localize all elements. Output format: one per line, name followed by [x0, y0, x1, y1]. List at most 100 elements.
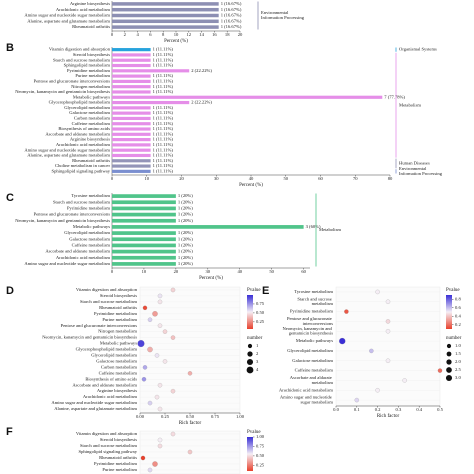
bubble [187, 449, 193, 455]
category-label: Pyrimidine metabolism [67, 205, 110, 210]
bubble [437, 368, 443, 373]
category-label: Pentose and glucuronate interconversions [287, 316, 333, 326]
panel-label: D [6, 285, 14, 297]
category-label: Glycerolipid metabolism [287, 348, 333, 353]
label-line: Amino sugar and nucleotide [280, 395, 333, 400]
size-key [246, 366, 254, 374]
label-line: Ascorbate and aldarate [290, 375, 333, 380]
bubble [375, 388, 380, 393]
colorbar-label: 0.75 [256, 301, 265, 306]
category-label: Vitamin digestion and absorption [76, 431, 138, 436]
value-label: 1 (16.67%) [221, 1, 242, 6]
size-key [446, 367, 452, 373]
size-label: 2 [256, 351, 259, 356]
bar [112, 100, 190, 105]
x-tick-label: 80 [388, 176, 393, 181]
legend-title: Pvalue [247, 288, 261, 293]
x-tick-label: 20 [179, 176, 184, 181]
x-tick-label: 50 [283, 176, 288, 181]
x-tick-label: 30 [214, 176, 219, 181]
bar [112, 19, 219, 24]
bar [112, 58, 151, 62]
category-label: Pentose and glucuronate interconversions [34, 78, 111, 83]
value-label: 1 (20%) [178, 199, 193, 204]
value-label: 1 (11.11%) [153, 153, 174, 158]
x-tick-label: 0.0 [333, 407, 339, 412]
bar [112, 225, 304, 229]
bar [112, 164, 151, 168]
value-label: 1 (20%) [178, 242, 193, 247]
value-label: 1 (11.11%) [153, 121, 174, 126]
bubble [154, 394, 160, 400]
category-label: Steroid biosynthesis [100, 293, 137, 298]
bar [112, 13, 219, 18]
bar [112, 69, 190, 73]
x-tick-label: 50 [269, 269, 274, 274]
panel-label: C [6, 192, 14, 204]
bar [112, 194, 176, 198]
value-label: 1 (11.11%) [153, 116, 174, 121]
bar [112, 212, 176, 217]
value-label: 1 (20%) [178, 205, 193, 210]
value-label: 1 (11.11%) [153, 89, 174, 94]
category-label: Starch and sucrose metabolism [53, 57, 110, 62]
category-label: Galactose metabolism [96, 358, 137, 363]
category-label: Purine metabolism [102, 467, 137, 472]
size-label: 2.5 [455, 367, 461, 372]
label-line: Environmental [399, 166, 427, 171]
value-label: 7 (77.78%) [384, 94, 405, 99]
colorbar [247, 295, 253, 329]
x-tick-label: 0.3 [396, 407, 402, 412]
x-tick-label: 0 [111, 176, 114, 181]
x-tick-label: 1.00 [236, 414, 245, 419]
bubble [152, 311, 158, 317]
colorbar-label: 0.25 [256, 319, 265, 324]
bubble [162, 329, 168, 334]
colorbar-label: 0.8 [455, 296, 461, 301]
label-line: gentamicin biosynthesis [289, 331, 333, 336]
category-label: Tyrosine metabolism [294, 289, 333, 294]
value-label: 1 (11.11%) [153, 147, 174, 152]
bar [112, 249, 176, 254]
value-label: 1 (20%) [178, 218, 193, 223]
group-label: Metabolism [399, 102, 421, 107]
x-tick-label: 0.75 [211, 414, 220, 419]
label-line: Pentose and glucuronate [287, 316, 333, 321]
bubble [140, 455, 146, 461]
label-line: metabolism [312, 380, 334, 385]
value-label: 2 (22.22%) [191, 100, 212, 105]
bar [112, 53, 151, 57]
size-key [445, 374, 453, 382]
category-label: Alanine, aspartate and glutamate metabol… [54, 406, 137, 412]
panel-label: B [6, 42, 14, 54]
x-axis-title: Percent (%) [164, 39, 188, 44]
bubble [157, 383, 163, 388]
value-label: 1 (11.11%) [153, 63, 174, 68]
x-axis-title: Percent (%) [239, 183, 263, 188]
category-label: Sphingolipid metabolism [64, 63, 111, 68]
category-label: Metabolic pathways [73, 224, 110, 229]
group-label: Human Diseases [399, 160, 430, 165]
value-label: 1 (20%) [178, 255, 193, 260]
bubble [162, 359, 168, 364]
category-label: Caffeine metabolism [72, 121, 111, 126]
bubble [147, 467, 153, 473]
bar [112, 132, 151, 136]
bar [112, 74, 151, 78]
bubble [157, 437, 163, 443]
value-label: 1 (11.11%) [153, 126, 174, 131]
group-label: Organismal Systems [399, 47, 437, 52]
panel-label: E [262, 285, 269, 297]
value-label: 1 (16.67%) [221, 24, 242, 29]
bubble [157, 293, 163, 299]
bar [112, 159, 151, 163]
category-label: Caffeine metabolism [295, 368, 334, 373]
x-tick-label: 0.25 [161, 414, 170, 419]
bar [112, 255, 176, 260]
size-label: 1.0 [455, 343, 461, 348]
colorbar-label: 0.25 [256, 462, 265, 467]
x-tick-label: 10 [174, 32, 179, 37]
bar [112, 153, 151, 158]
